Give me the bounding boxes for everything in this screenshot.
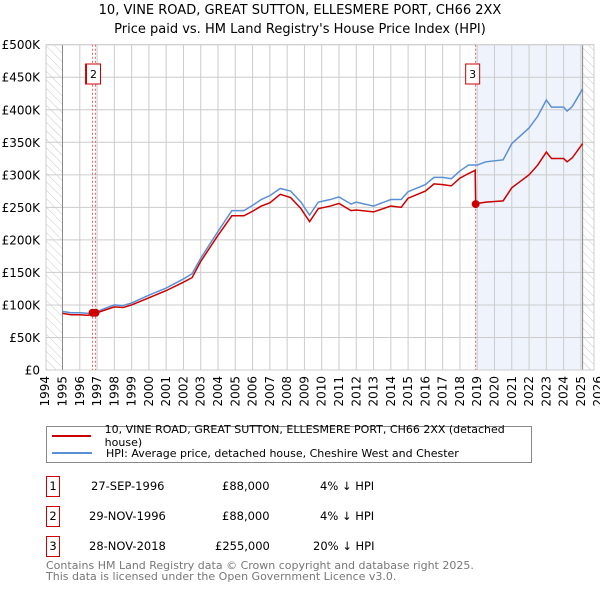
sale-label-box <box>86 63 102 85</box>
series-line <box>62 143 584 317</box>
y-tick-label: £400K <box>2 103 42 117</box>
x-tick-label: 1994 <box>38 376 52 407</box>
y-tick-label: £450K <box>2 71 42 85</box>
x-tick-label: 2023 <box>539 376 553 407</box>
x-tick-label: 2003 <box>194 376 208 407</box>
y-tick-label: £300K <box>2 168 42 182</box>
x-tick-label: 2015 <box>401 376 415 407</box>
y-tick-label: £350K <box>2 136 42 150</box>
sale-point <box>91 308 100 317</box>
legend-item-property: 10, VINE ROAD, GREAT SUTTON, ELLESMERE P… <box>52 423 531 449</box>
legend-swatch-blue <box>52 452 92 454</box>
subtitle-line: Price paid vs. HM Land Registry's House … <box>114 22 486 37</box>
x-tick-label: 2009 <box>297 376 311 407</box>
x-tick-label: 2024 <box>557 376 571 407</box>
sale-date: 27-SEP-1996 <box>91 479 165 493</box>
sale-date: 29-NOV-1996 <box>89 509 166 523</box>
sale-row: 1 27-SEP-1996 £88,000 4% ↓ HPI <box>46 476 446 497</box>
sale-point <box>471 200 480 209</box>
legend-label: 10, VINE ROAD, GREAT SUTTON, ELLESMERE P… <box>104 423 505 449</box>
sale-row: 3 28-NOV-2018 £255,000 20% ↓ HPI <box>46 536 446 557</box>
sale-hpi-diff: 20% ↓ HPI <box>313 539 375 553</box>
x-tick-label: 2018 <box>453 376 467 407</box>
x-tick-label: 2016 <box>418 376 432 407</box>
x-tick-label: 2004 <box>211 376 225 407</box>
x-tick-label: 2025 <box>574 376 588 407</box>
x-tick-label: 2007 <box>263 376 277 407</box>
chart-title: 10, VINE ROAD, GREAT SUTTON, ELLESMERE P… <box>0 1 600 39</box>
x-tick-label: 2020 <box>488 376 502 407</box>
x-tick-label: 2001 <box>159 376 173 407</box>
x-tick-label: 2012 <box>349 376 363 407</box>
x-tick-label: 2002 <box>176 376 190 407</box>
x-tick-label: 2014 <box>384 376 398 407</box>
attribution-line: Contains HM Land Registry data © Crown c… <box>46 559 474 572</box>
legend-label: HPI: Average price, detached house, Ches… <box>106 446 459 460</box>
y-tick-label: £500K <box>2 38 42 52</box>
title-line: 10, VINE ROAD, GREAT SUTTON, ELLESMERE P… <box>98 3 502 18</box>
x-tick-label: 2000 <box>142 376 156 407</box>
sale-price: £255,000 <box>215 539 270 553</box>
sale-hpi-diff: 4% ↓ HPI <box>320 509 375 523</box>
x-tick-label: 2010 <box>315 376 329 407</box>
y-tick-label: £150K <box>2 266 42 280</box>
x-tick-label: 2017 <box>436 376 450 407</box>
sale-marker: 1 <box>46 476 60 497</box>
legend-item-hpi: HPI: Average price, detached house, Ches… <box>52 445 459 461</box>
attribution: Contains HM Land Registry data © Crown c… <box>46 560 474 582</box>
y-tick-label: £50K <box>9 331 41 345</box>
y-tick-label: £100K <box>2 298 42 312</box>
x-tick-label: 1998 <box>107 376 121 407</box>
x-tick-label: 2005 <box>228 376 242 407</box>
sale-label: 2 <box>90 68 97 81</box>
sale-label: 3 <box>469 68 476 81</box>
x-tick-label: 1997 <box>90 376 104 407</box>
sale-date: 28-NOV-2018 <box>89 539 166 553</box>
y-tick-label: £0 <box>25 364 40 378</box>
x-tick-label: 2019 <box>470 376 484 407</box>
plot-frame <box>45 44 595 371</box>
price-chart: 1994 1995 1996 1997 1998 1999 2000 2001 2002 2003… <box>2 38 600 407</box>
x-tick-label: 2026 <box>591 376 600 407</box>
x-tick-label: 1995 <box>56 376 70 407</box>
x-tick-label: 1999 <box>125 376 139 407</box>
x-tick-label: 2011 <box>332 376 346 407</box>
sale-row: 2 29-NOV-1996 £88,000 4% ↓ HPI <box>46 506 446 527</box>
legend: 10, VINE ROAD, GREAT SUTTON, ELLESMERE P… <box>46 423 532 463</box>
x-tick-label: 2013 <box>367 376 381 407</box>
attribution-line: This data is licensed under the Open Gov… <box>46 570 397 583</box>
sale-price: £88,000 <box>222 479 270 493</box>
x-tick-label: 2008 <box>280 376 294 407</box>
sale-label-box <box>465 63 481 85</box>
sale-hpi-diff: 4% ↓ HPI <box>320 479 375 493</box>
series-line <box>62 88 584 315</box>
y-tick-label: £200K <box>2 233 42 247</box>
sale-marker: 3 <box>46 536 60 557</box>
y-tick-label: £250K <box>2 201 42 215</box>
sale-marker: 2 <box>46 506 60 527</box>
x-tick-label: 2022 <box>522 376 536 407</box>
sale-price: £88,000 <box>222 509 270 523</box>
x-tick-label: 1996 <box>73 376 87 407</box>
x-tick-label: 2021 <box>505 376 519 407</box>
legend-swatch-red <box>52 435 91 437</box>
x-tick-label: 2006 <box>246 376 260 407</box>
